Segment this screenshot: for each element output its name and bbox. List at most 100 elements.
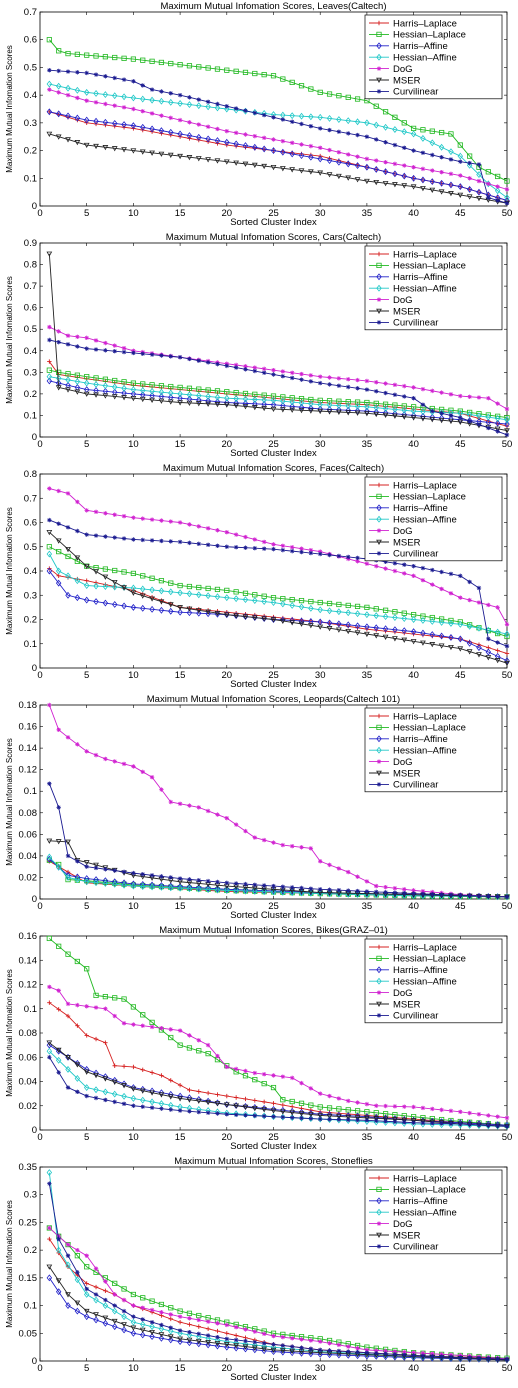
data-point [476,422,482,427]
legend-marker [376,713,382,719]
data-point [149,1333,155,1341]
data-point [374,1103,379,1108]
data-point [355,559,360,564]
data-point [402,887,407,892]
data-point [149,96,155,104]
data-point [102,1076,109,1082]
data-point [65,1292,71,1298]
data-point [373,411,380,418]
data-point [373,103,379,109]
data-point [476,171,482,179]
data-point [74,1075,81,1082]
data-point [327,887,332,892]
data-point [93,1296,99,1304]
data-point [448,633,454,641]
data-point [177,801,183,806]
data-point [252,1098,258,1103]
data-point [261,72,267,78]
legend-label: Hessian–Laplace [393,30,466,41]
data-point [346,384,351,390]
data-point [364,561,370,566]
data-point [420,629,426,637]
data-point [420,891,426,897]
data-point [187,540,192,546]
data-point [261,1099,267,1105]
data-point [476,1122,482,1128]
data-point [223,1342,230,1348]
data-point [346,869,351,875]
data-point [224,1064,229,1070]
data-point [149,596,155,602]
data-point [55,110,62,118]
data-point [327,127,332,133]
data-point [121,1326,127,1334]
data-point [420,1115,426,1121]
data-point [177,1320,183,1325]
data-point [75,859,80,864]
x-axis-label: Sorted Cluster Index [230,1372,317,1383]
data-point [56,68,61,74]
data-point [411,888,416,893]
data-point [467,597,472,603]
data-point [373,633,380,639]
data-point [364,178,370,185]
legend: Harris–LaplaceHessian–LaplaceHarris–Affi… [364,476,503,562]
data-point [318,1091,323,1096]
data-point [187,120,192,125]
data-point [83,1313,90,1321]
data-point [214,885,221,893]
data-point [102,145,109,151]
data-point [448,617,454,624]
data-point [84,1281,89,1286]
data-point [392,1104,398,1109]
data-point [261,1113,267,1119]
data-point [93,1005,99,1010]
data-point [392,410,398,418]
legend-label: Curvilinear [393,1242,438,1253]
data-point [130,603,137,611]
data-point [467,579,472,585]
data-point [438,632,445,640]
y-tick-label: 0.02 [19,872,38,883]
legend-label: DoG [393,64,413,75]
data-point [187,877,192,882]
y-tick-label: 0.18 [19,700,38,711]
x-tick-label: 10 [128,1132,139,1143]
data-point [93,1316,99,1324]
data-point [65,92,71,98]
data-point [233,140,239,148]
data-point [392,161,398,167]
x-tick-label: 45 [455,670,466,681]
data-point [93,143,99,150]
data-point [382,401,389,407]
data-point [46,935,52,942]
data-point [131,537,136,542]
data-point [271,546,276,552]
data-point [251,405,258,411]
data-point [65,572,71,580]
data-point [186,885,193,893]
data-point [318,1339,323,1344]
data-point [243,1068,248,1074]
data-point [121,1021,127,1026]
data-point [112,1292,117,1297]
data-point [345,94,351,100]
data-point [392,405,398,413]
data-point [224,886,230,894]
y-axis-label: Maximum Mutual Infomation Scores [5,969,14,1097]
legend-label: Harris–Affine [393,1196,448,1207]
data-point [103,1288,108,1293]
data-point [205,1051,211,1057]
data-point [345,175,352,181]
data-point [214,1101,221,1107]
data-point [102,393,109,399]
data-point [364,119,370,127]
data-point [168,115,173,121]
data-point [103,1006,108,1011]
data-point [326,619,333,627]
data-point [149,1090,155,1096]
data-point [158,383,165,389]
data-point [504,1124,510,1129]
data-point [242,1345,249,1353]
data-point [438,143,445,151]
